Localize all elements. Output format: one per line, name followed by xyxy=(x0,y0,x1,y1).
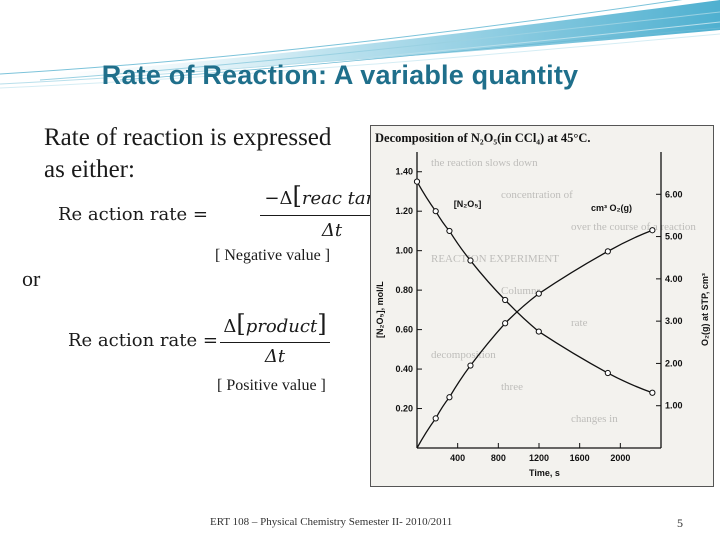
y-right-tick-label: 2.00 xyxy=(665,358,683,368)
data-point xyxy=(604,248,611,255)
decomposition-chart-figure: the reaction slows down concentration of o… xyxy=(370,125,714,487)
y-right-tick-label: 1.00 xyxy=(665,401,683,411)
x-axis-label: Time, s xyxy=(529,468,560,478)
data-point xyxy=(432,415,439,422)
series-line-o2 xyxy=(416,229,653,449)
y-right-tick-label: 4.00 xyxy=(665,274,683,284)
background-text: concentration of xyxy=(501,189,573,201)
background-text: three xyxy=(501,381,523,393)
background-text: changes in xyxy=(571,413,618,425)
data-point xyxy=(446,394,453,401)
slide-title: Rate of Reaction: A variable quantity xyxy=(101,60,579,90)
bullet-item: Rate of reaction is expressed as either: xyxy=(20,122,370,186)
y-left-tick-label: 0.40 xyxy=(395,364,413,374)
background-text: decomposition xyxy=(431,349,496,361)
chart-svg: the reaction slows down concentration of o… xyxy=(375,131,710,478)
y-left-tick-label: 0.60 xyxy=(395,325,413,335)
data-point xyxy=(446,227,453,235)
data-point xyxy=(535,290,542,297)
background-text: Columns xyxy=(501,285,541,297)
formula-lhs: Re action rate = xyxy=(58,204,208,225)
data-point xyxy=(535,328,542,335)
formula-numerator: Δ[product] xyxy=(223,310,327,338)
fraction-bar xyxy=(260,215,406,216)
header-decoration: Rate of Reaction: A variable quantity xyxy=(0,0,720,110)
reaction-rate-formula-product: Re action rate = Δ[product] Δt xyxy=(68,310,368,380)
x-tick-label: 400 xyxy=(450,453,465,463)
background-text: the reaction slows down xyxy=(431,157,538,169)
swoosh-graphic xyxy=(0,0,720,89)
background-text: over the course of a reaction xyxy=(571,221,696,233)
x-tick-label: 1200 xyxy=(529,453,549,463)
reaction-rate-formula-reactant: Re action rate = −Δ[reac tan t] Δt xyxy=(58,182,406,252)
x-tick-label: 800 xyxy=(491,453,506,463)
data-point xyxy=(502,296,509,304)
y-left-tick-label: 1.20 xyxy=(395,206,413,216)
background-text: rate xyxy=(571,317,588,329)
y-left-tick-label: 0.80 xyxy=(395,285,413,295)
background-text: REACTION EXPERIMENT xyxy=(431,253,559,265)
data-point xyxy=(604,369,611,377)
y-axis-label-right: O₂(g) at STP, cm³ xyxy=(700,273,710,346)
y-right-tick-label: 3.00 xyxy=(665,316,683,326)
y-axis-label-left: [N₂O₅], mol/L xyxy=(375,281,385,338)
data-point xyxy=(432,208,439,215)
data-point xyxy=(467,257,474,264)
chart-title: Decomposition of N₂O₅(in CCl₄) at 45°C. xyxy=(375,131,591,145)
series-label: cm³ O₂(g) xyxy=(591,203,632,213)
positive-value-note: [ Positive value ] xyxy=(217,377,326,394)
bullet-line-1: Rate of reaction is expressed xyxy=(44,124,332,151)
x-tick-label: 2000 xyxy=(610,453,630,463)
data-point xyxy=(649,389,656,396)
negative-value-note: [ Negative value ] xyxy=(215,247,331,264)
y-right-tick-label: 5.00 xyxy=(665,232,683,242)
y-right-tick-label: 6.00 xyxy=(665,189,683,199)
page-number: 5 xyxy=(677,516,683,530)
y-left-tick-label: 0.20 xyxy=(395,404,413,414)
y-left-tick-label: 1.40 xyxy=(395,167,413,177)
data-point xyxy=(649,227,656,234)
bullet-line-2: as either: xyxy=(44,156,135,183)
y-left-tick-label: 1.00 xyxy=(395,246,413,256)
fraction-bar xyxy=(220,342,330,343)
formula-denominator: Δt xyxy=(264,346,286,367)
slide-footer: ERT 108 – Physical Chemistry Semester II… xyxy=(210,516,453,528)
data-point xyxy=(502,320,509,327)
formula-lhs: Re action rate = xyxy=(68,330,218,351)
data-point xyxy=(467,362,474,369)
formula-denominator: Δt xyxy=(321,220,343,241)
or-text: or xyxy=(22,266,41,291)
series-label: [N₂O₅] xyxy=(454,199,482,209)
data-point xyxy=(413,178,421,185)
x-tick-label: 1600 xyxy=(570,453,590,463)
